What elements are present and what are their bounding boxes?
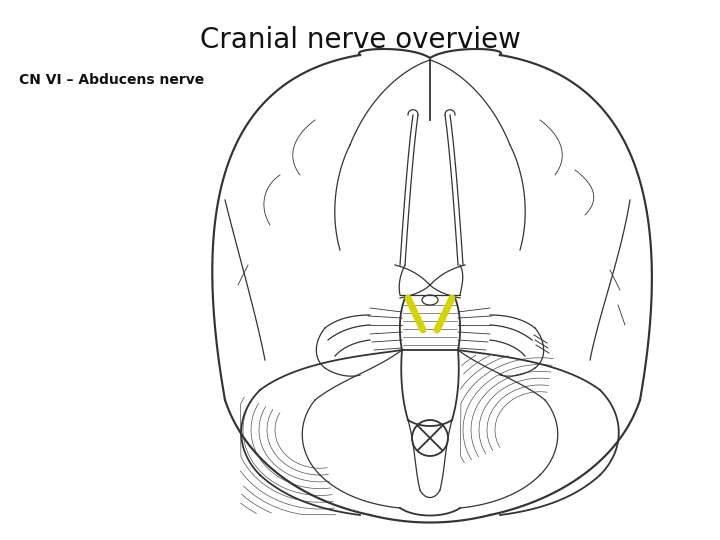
Text: Cranial nerve overview: Cranial nerve overview — [199, 26, 521, 54]
Text: CN VI – Abducens nerve: CN VI – Abducens nerve — [19, 73, 204, 87]
